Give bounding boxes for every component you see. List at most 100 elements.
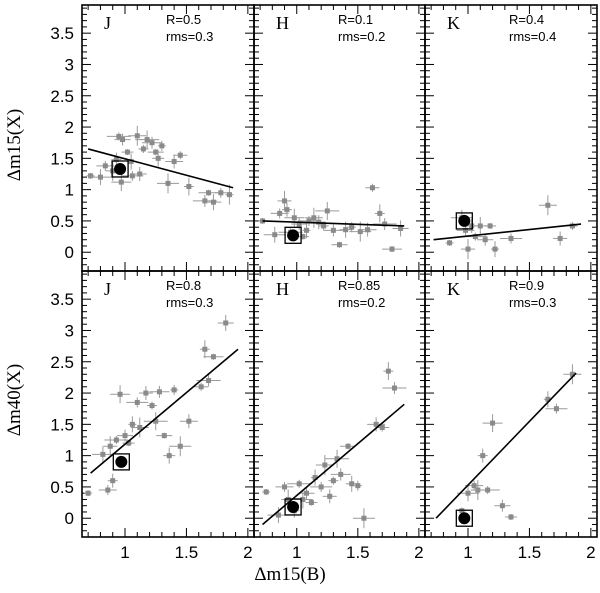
data-point: [463, 227, 469, 233]
y-tick-label: 1: [65, 181, 74, 200]
y-axis-label-top: Δm15(X): [4, 109, 25, 181]
x-tick-label: 1: [120, 543, 129, 562]
data-point: [379, 424, 385, 430]
y-tick-label: 0: [65, 509, 74, 528]
reference-point: [115, 455, 128, 468]
panel-2: H R=0.1 rms=0.2: [253, 4, 426, 272]
data-point: [385, 368, 391, 374]
reference-point: [458, 214, 471, 227]
data-point: [334, 456, 340, 462]
y-axis-label-bottom: Δm40(X): [4, 364, 25, 436]
data-point: [569, 371, 575, 377]
y-tick-label: 2.5: [50, 87, 74, 106]
band-label: H: [276, 13, 289, 33]
data-point: [202, 198, 208, 204]
data-point: [545, 396, 551, 402]
data-point: [300, 234, 306, 240]
data-point: [477, 223, 483, 229]
data-point: [177, 152, 183, 158]
data-point: [202, 346, 208, 352]
data-point: [155, 155, 161, 161]
data-point: [508, 514, 514, 520]
x-tick-label: 2: [243, 543, 252, 562]
data-point: [272, 232, 278, 238]
data-point: [198, 384, 204, 390]
data-point: [465, 246, 471, 252]
data-point: [482, 237, 488, 243]
rms-label: rms=0.3: [509, 295, 556, 310]
data-point: [144, 137, 150, 143]
data-point: [465, 490, 471, 496]
data-point: [100, 451, 106, 457]
data-point: [85, 490, 91, 496]
data-point: [177, 443, 183, 449]
fit-line: [435, 372, 577, 519]
y-tick-label: 2.5: [50, 353, 74, 372]
data-point: [107, 443, 113, 449]
data-point: [296, 221, 302, 227]
data-point: [447, 240, 453, 246]
y-tick-label: 3: [65, 321, 74, 340]
data-point: [113, 437, 119, 443]
fit-line: [90, 348, 239, 474]
reference-box: [455, 212, 473, 230]
data-point: [508, 235, 514, 241]
panel-1: 0 0.5 1 1.5 2 2.5 3 3.5 J R=0.5 rms=0.3: [50, 4, 255, 272]
data-point: [557, 235, 563, 241]
data-point: [357, 229, 363, 235]
r-value-label: R=0.1: [338, 12, 373, 27]
data-point: [318, 484, 324, 490]
data-point: [118, 179, 124, 185]
panel-frame: [253, 4, 426, 272]
rms-label: rms=0.4: [509, 29, 556, 44]
data-point: [282, 484, 288, 490]
panel-frame: [253, 270, 426, 538]
data-point: [124, 149, 130, 155]
data-point: [143, 390, 149, 396]
x-tick-label: 1: [292, 543, 301, 562]
x-tick-label: 2: [414, 543, 423, 562]
data-point: [165, 180, 171, 186]
x-tick-label: 1.5: [175, 543, 199, 562]
data-point: [398, 225, 404, 231]
data-point: [338, 471, 344, 477]
data-point: [471, 483, 477, 489]
y-tick-label: 3.5: [50, 290, 74, 309]
panel-6: 1 1.5 2 K R=0.9 rms=0.3: [424, 270, 598, 562]
data-point: [282, 198, 288, 204]
reference-point: [458, 512, 471, 525]
data-point: [171, 387, 177, 393]
rms-label: rms=0.3: [166, 29, 213, 44]
reference-box: [284, 226, 302, 244]
data-point: [126, 440, 132, 446]
data-point: [499, 503, 505, 509]
reference-box: [112, 453, 130, 471]
data-point: [128, 158, 134, 164]
data-point: [490, 420, 496, 426]
data-point: [116, 133, 122, 139]
data-point: [122, 433, 128, 439]
data-point: [275, 512, 281, 518]
data-point: [391, 385, 397, 391]
data-point: [296, 481, 302, 487]
reference-box: [455, 509, 473, 527]
data-point: [355, 483, 361, 489]
data-point: [304, 490, 310, 496]
data-point: [337, 242, 342, 248]
data-point: [110, 478, 116, 484]
data-point: [120, 137, 126, 143]
data-point: [97, 174, 103, 180]
y-tick-label: 3: [65, 55, 74, 74]
data-point: [377, 210, 383, 216]
panel-4: 0 0.5 1 1.5 2 2.5 3 3.5 1 1.5 2 J R=0.8 rms=0.3: [50, 270, 255, 562]
x-axis-label: Δm15(B): [254, 564, 325, 585]
data-point: [171, 158, 177, 164]
data-point: [149, 403, 155, 409]
data-point: [134, 133, 140, 139]
data-point: [472, 234, 478, 240]
data-point: [113, 157, 119, 163]
data-point: [226, 192, 232, 198]
data-point: [137, 424, 143, 430]
data-point: [311, 215, 317, 221]
